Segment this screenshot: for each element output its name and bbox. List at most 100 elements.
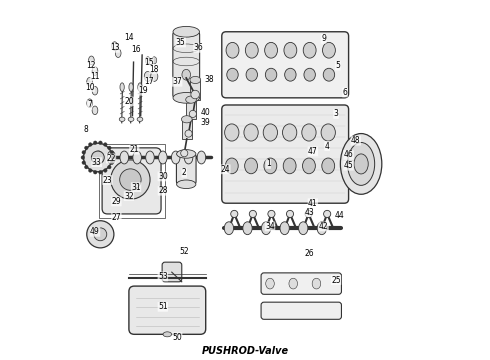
- Text: 44: 44: [335, 211, 344, 220]
- Ellipse shape: [151, 71, 158, 81]
- Ellipse shape: [81, 156, 85, 159]
- Ellipse shape: [285, 68, 296, 81]
- Ellipse shape: [185, 130, 192, 137]
- Text: 23: 23: [103, 176, 112, 185]
- Text: 43: 43: [304, 208, 314, 217]
- Ellipse shape: [94, 151, 103, 164]
- Text: 48: 48: [351, 136, 361, 145]
- Ellipse shape: [302, 124, 316, 141]
- Ellipse shape: [284, 42, 297, 58]
- Ellipse shape: [322, 158, 335, 174]
- Text: 34: 34: [265, 222, 275, 231]
- Text: 53: 53: [158, 272, 168, 281]
- Text: 31: 31: [131, 183, 141, 192]
- Ellipse shape: [227, 68, 238, 81]
- Text: 5: 5: [336, 61, 341, 70]
- Ellipse shape: [94, 141, 97, 144]
- Ellipse shape: [354, 154, 368, 174]
- Ellipse shape: [144, 71, 151, 81]
- Text: 3: 3: [334, 109, 339, 118]
- Text: 6: 6: [343, 88, 347, 97]
- Ellipse shape: [87, 77, 93, 86]
- Ellipse shape: [287, 210, 294, 217]
- Ellipse shape: [304, 68, 316, 81]
- Ellipse shape: [182, 69, 191, 80]
- Ellipse shape: [137, 117, 143, 121]
- Ellipse shape: [92, 67, 98, 75]
- Ellipse shape: [112, 42, 118, 50]
- FancyBboxPatch shape: [261, 302, 342, 319]
- Text: 35: 35: [176, 38, 186, 47]
- Text: 32: 32: [124, 192, 134, 201]
- Text: 2: 2: [182, 168, 187, 177]
- Ellipse shape: [262, 222, 270, 235]
- Text: 39: 39: [201, 118, 211, 127]
- Ellipse shape: [184, 151, 193, 164]
- Ellipse shape: [87, 99, 93, 108]
- Ellipse shape: [128, 117, 134, 121]
- Text: 15: 15: [144, 58, 153, 67]
- Text: 9: 9: [321, 35, 326, 44]
- Ellipse shape: [189, 111, 196, 117]
- Ellipse shape: [92, 86, 98, 95]
- Ellipse shape: [181, 150, 188, 157]
- Text: 52: 52: [179, 247, 189, 256]
- Text: 26: 26: [304, 249, 314, 258]
- Text: 28: 28: [158, 186, 168, 195]
- Ellipse shape: [111, 160, 150, 199]
- FancyBboxPatch shape: [222, 105, 348, 203]
- Ellipse shape: [107, 165, 111, 169]
- Ellipse shape: [92, 151, 104, 164]
- Ellipse shape: [120, 151, 128, 164]
- Ellipse shape: [115, 49, 121, 58]
- Ellipse shape: [186, 96, 196, 103]
- Ellipse shape: [305, 210, 312, 217]
- Ellipse shape: [246, 68, 258, 81]
- Ellipse shape: [283, 124, 297, 141]
- Text: 19: 19: [138, 86, 148, 95]
- Text: 21: 21: [129, 145, 139, 154]
- FancyBboxPatch shape: [261, 273, 342, 294]
- Ellipse shape: [98, 141, 102, 144]
- FancyBboxPatch shape: [176, 154, 196, 184]
- Text: 41: 41: [308, 199, 318, 208]
- Text: 46: 46: [343, 150, 353, 159]
- Ellipse shape: [176, 150, 196, 158]
- Text: 8: 8: [84, 126, 88, 135]
- Ellipse shape: [181, 116, 192, 123]
- Ellipse shape: [138, 83, 142, 91]
- Ellipse shape: [120, 83, 124, 91]
- Text: 16: 16: [131, 45, 141, 54]
- Text: 29: 29: [112, 197, 121, 206]
- Ellipse shape: [244, 124, 258, 141]
- Text: 11: 11: [90, 72, 100, 81]
- FancyBboxPatch shape: [173, 32, 199, 98]
- Ellipse shape: [85, 146, 88, 150]
- Ellipse shape: [94, 171, 97, 174]
- Ellipse shape: [92, 106, 98, 114]
- Ellipse shape: [107, 146, 111, 150]
- Ellipse shape: [317, 222, 326, 235]
- Text: 4: 4: [325, 141, 330, 150]
- Ellipse shape: [146, 57, 150, 64]
- Ellipse shape: [85, 165, 88, 169]
- Ellipse shape: [289, 278, 297, 289]
- Bar: [98, 144, 165, 217]
- Ellipse shape: [89, 56, 94, 64]
- Ellipse shape: [172, 151, 180, 164]
- Ellipse shape: [82, 150, 86, 154]
- Text: 12: 12: [87, 61, 96, 70]
- Ellipse shape: [280, 222, 289, 235]
- Ellipse shape: [98, 171, 102, 174]
- Ellipse shape: [111, 156, 115, 159]
- Ellipse shape: [312, 278, 321, 289]
- Ellipse shape: [83, 143, 112, 172]
- Ellipse shape: [107, 151, 116, 164]
- Ellipse shape: [224, 222, 234, 235]
- Ellipse shape: [225, 158, 238, 174]
- Text: 51: 51: [158, 302, 168, 311]
- Ellipse shape: [197, 151, 206, 164]
- Ellipse shape: [341, 134, 382, 194]
- Text: 27: 27: [112, 213, 121, 222]
- Text: PUSHROD-Valve: PUSHROD-Valve: [201, 346, 289, 356]
